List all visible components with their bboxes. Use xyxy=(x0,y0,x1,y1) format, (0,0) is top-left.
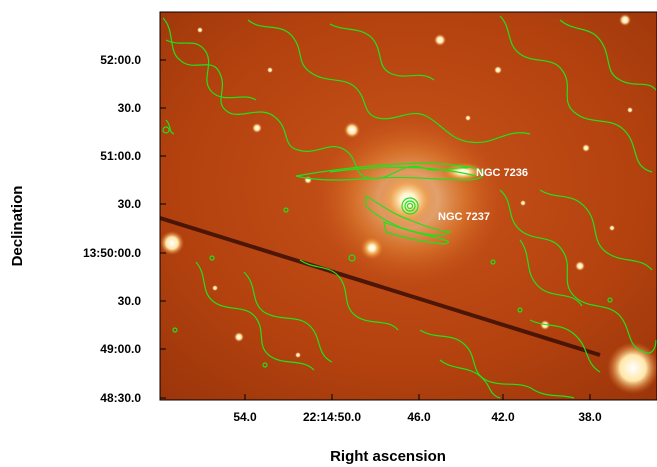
sky-image xyxy=(160,12,657,400)
x-tick-label: 54.0 xyxy=(233,410,257,424)
x-axis-ticks xyxy=(244,394,591,400)
x-tick-label: 42.0 xyxy=(491,410,515,424)
y-axis-ticks xyxy=(160,59,166,399)
y-tick-label: 13:50:00.0 xyxy=(83,246,141,260)
y-tick-label: 52:00.0 xyxy=(100,53,141,67)
x-tick-label: 22:14:50.0 xyxy=(303,410,361,424)
y-axis-title: Declination xyxy=(9,186,26,267)
y-tick-label: 51:00.0 xyxy=(100,149,141,163)
y-tick-label: 30.0 xyxy=(118,294,142,308)
ngc-7237-label: NGC 7237 xyxy=(438,211,490,223)
x-tick-label: 46.0 xyxy=(407,410,431,424)
x-tick-label: 38.0 xyxy=(578,410,602,424)
x-axis-title: Right ascension xyxy=(330,448,446,465)
y-tick-label: 30.0 xyxy=(118,197,142,211)
y-tick-label: 48:30.0 xyxy=(100,391,141,405)
contour-layer xyxy=(162,15,657,399)
y-tick-label: 49:00.0 xyxy=(100,342,141,356)
y-tick-label: 30.0 xyxy=(118,101,142,115)
plot-frame xyxy=(159,11,657,401)
ngc-7236-label: NGC 7236 xyxy=(476,167,528,179)
